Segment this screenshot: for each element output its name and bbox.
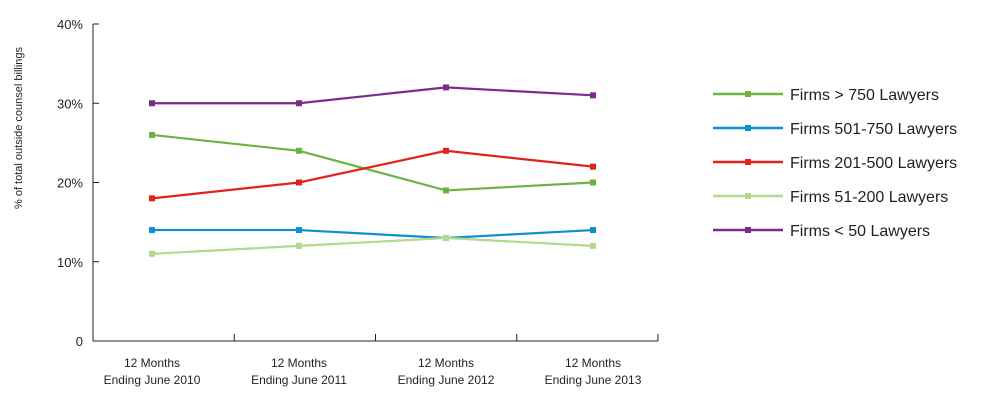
data-point [149, 100, 155, 107]
legend-swatch-marker [745, 227, 751, 233]
legend-item: Firms 501-750 Lawyers [713, 121, 957, 138]
data-point [296, 227, 302, 234]
series-line [152, 228, 594, 240]
x-tick-label: 12 Months Ending June 2013 [545, 356, 642, 387]
data-point [296, 147, 302, 154]
legend-item: Firms > 750 Lawyers [713, 87, 939, 104]
series-line [151, 133, 594, 192]
data-point [590, 92, 596, 99]
axes: 0 10% 20% 30% 40% 12 Months Ending June 2010 12… [57, 17, 659, 387]
legend-item: Firms < 50 Lawyers [713, 223, 930, 240]
legend-swatch-marker [745, 125, 751, 131]
x-tick-label: 12 Months Ending June 2012 [398, 356, 495, 387]
series-line [151, 149, 594, 200]
legend-swatch-marker [745, 91, 751, 97]
y-tick-label: 40% [57, 17, 83, 32]
data-point [149, 250, 155, 257]
legend-swatch-marker [745, 159, 751, 165]
series-1 [149, 131, 596, 194]
data-point [443, 147, 449, 154]
data-point [296, 179, 302, 186]
legend-label: Firms 51-200 Lawyers [790, 189, 948, 206]
data-point [149, 195, 155, 202]
x-tick-label: 12 Months Ending June 2010 [104, 356, 201, 387]
data-point [296, 100, 302, 107]
series-5 [149, 84, 596, 107]
legend-label: Firms > 750 Lawyers [790, 87, 939, 104]
data-point [590, 179, 596, 186]
y-tick-label: 20% [57, 176, 83, 191]
series-line [151, 236, 594, 255]
legend-label: Firms 501-750 Lawyers [790, 121, 957, 138]
legend-item: Firms 51-200 Lawyers [713, 189, 948, 206]
data-point [590, 227, 596, 234]
series-4 [149, 234, 596, 257]
x-tick-label: 12 Months Ending June 2011 [251, 356, 347, 387]
data-point [590, 163, 596, 170]
legend-label: Firms 201-500 Lawyers [790, 155, 957, 172]
legend: Firms > 750 Lawyers Firms 501-750 Lawyers… [713, 87, 957, 240]
data-point [590, 242, 596, 249]
data-point [443, 187, 449, 194]
data-point [149, 227, 155, 234]
data-point [149, 131, 155, 138]
y-tick-label: 30% [57, 96, 83, 111]
legend-item: Firms 201-500 Lawyers [713, 155, 957, 172]
series-2 [149, 227, 596, 241]
y-axis-label: % of total outside counsel billings [13, 46, 25, 209]
y-tick-label: 10% [57, 255, 83, 270]
y-tick-label: 0 [76, 334, 83, 349]
series-3 [149, 147, 596, 202]
data-point [296, 242, 302, 249]
legend-label: Firms < 50 Lawyers [790, 223, 930, 240]
series-layer [149, 84, 596, 257]
data-point [443, 234, 449, 241]
series-line [152, 86, 594, 105]
data-point [443, 84, 449, 91]
legend-swatch-marker [745, 193, 751, 199]
